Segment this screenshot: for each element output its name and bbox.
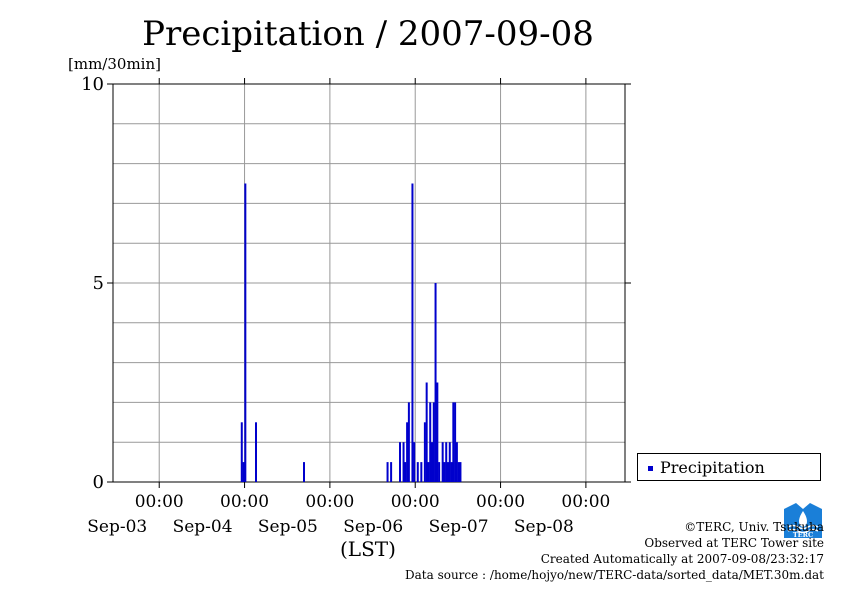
x-tick-time-label: 00:00 [220, 492, 269, 512]
precipitation-bar [436, 382, 439, 482]
footer: ©TERC, Univ. Tsukuba Observed at TERC To… [405, 519, 824, 583]
precipitation-bar [416, 462, 419, 482]
precipitation-bar [425, 382, 428, 482]
precipitation-bar [390, 462, 393, 482]
y-tick-label: 0 [93, 472, 104, 493]
precipitation-bar [402, 442, 405, 482]
logo-text: TERC [793, 531, 813, 538]
precipitation-bar [452, 402, 455, 482]
precipitation-bar [447, 462, 449, 482]
footer-observed: Observed at TERC Tower site [644, 536, 824, 550]
precipitation-bar [459, 462, 462, 482]
terc-logo: TERC [784, 503, 822, 538]
precipitation-bar [455, 442, 458, 482]
precipitation-bar [386, 462, 389, 482]
footer-source: Data source : /home/hojyo/new/TERC-data/… [405, 568, 824, 582]
chart-title: Precipitation / 2007-09-08 [142, 14, 594, 54]
precipitation-bar [427, 462, 430, 482]
logo-drop-icon [799, 511, 807, 527]
y-tick-label: 5 [93, 273, 104, 294]
y-tick-label: 10 [81, 74, 104, 95]
precipitation-bar [244, 183, 247, 482]
footer-created: Created Automatically at 2007-09-08/23:3… [540, 552, 824, 566]
precipitation-bar [255, 422, 257, 482]
precipitation-bar [441, 442, 444, 482]
precipitation-bar [404, 462, 407, 482]
precipitation-bar [303, 462, 305, 482]
logo-wave [787, 524, 819, 530]
precipitation-bar [420, 462, 423, 482]
precipitation-bar [431, 442, 433, 482]
precipitation-bar [443, 462, 446, 482]
precipitation-bar [434, 283, 437, 482]
x-tick-time-label: 00:00 [135, 492, 184, 512]
precipitation-bar [450, 462, 453, 482]
precipitation-bar [432, 402, 435, 482]
x-tick-time-label: 00:00 [391, 492, 440, 512]
precipitation-bar [413, 442, 416, 482]
precipitation-bar [454, 402, 457, 482]
legend: Precipitation [637, 453, 821, 481]
precipitation-bar [457, 462, 460, 482]
x-tick-date-label: Sep-04 [173, 517, 233, 537]
precipitation-bar [242, 462, 245, 482]
precipitation-bar [240, 422, 243, 482]
x-tick-time-label: 00:00 [561, 492, 610, 512]
x-tick-date-label: Sep-07 [429, 517, 489, 537]
x-tick-date-label: Sep-03 [87, 517, 147, 537]
precipitation-bar [411, 183, 414, 482]
precipitation-bar [438, 462, 441, 482]
precipitation-bar [406, 422, 409, 482]
logo-wave [787, 528, 819, 534]
precipitation-bar [445, 442, 448, 482]
legend-label: Precipitation [660, 458, 765, 477]
x-tick-date-label: Sep-06 [343, 517, 403, 537]
precipitation-bar [407, 402, 410, 482]
footer-copyright: ©TERC, Univ. Tsukuba [684, 520, 824, 534]
precipitation-bar [448, 442, 451, 482]
precipitation-bar [429, 402, 432, 482]
x-tick-date-label: Sep-05 [258, 517, 318, 537]
x-tick-time-label: 00:00 [476, 492, 525, 512]
x-tick-date-label: Sep-08 [514, 517, 574, 537]
y-axis-label: [mm/30min] [68, 55, 161, 73]
x-tick-time-label: 00:00 [305, 492, 354, 512]
x-axis-label: (LST) [340, 537, 396, 561]
precipitation-bar [399, 442, 401, 482]
plot-area: 0 5 10 00:00 Sep-03 00:00 Sep-04 00:00 Sep-05 00:… [81, 74, 631, 537]
precipitation-bar [423, 422, 426, 482]
legend-swatch [648, 466, 653, 471]
